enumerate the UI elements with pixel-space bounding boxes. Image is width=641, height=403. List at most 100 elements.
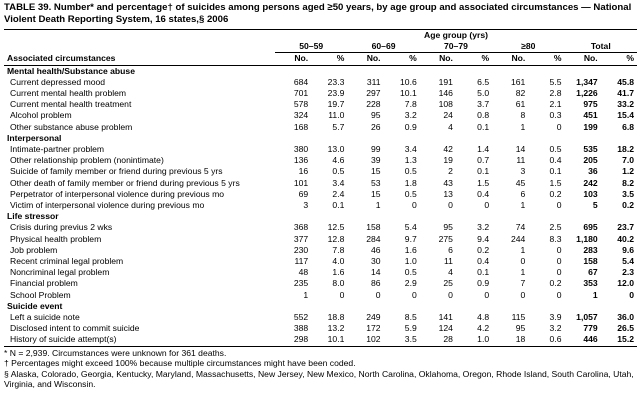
- cell: 8.5: [404, 312, 417, 323]
- cell: 6: [520, 188, 526, 199]
- footnote: § Alaska, Colorado, Georgia, Kentucky, M…: [4, 368, 634, 390]
- cell: 377: [293, 233, 309, 244]
- cell: 5.5: [549, 76, 562, 87]
- data-row: School Problem 1 0 0 0 0 0 0 0 1 0: [4, 290, 637, 301]
- cell: 1: [375, 200, 381, 211]
- group-label: Age group (yrs): [424, 30, 488, 40]
- cell: 235: [293, 278, 309, 289]
- cell: 284: [366, 233, 381, 244]
- cell: 0.9: [477, 278, 490, 289]
- cell: 4.0: [332, 256, 345, 267]
- cell: 11: [444, 256, 453, 267]
- cell: 18.2: [617, 144, 635, 155]
- cell: 244: [510, 233, 526, 244]
- cell: 23.3: [327, 76, 345, 87]
- col-header: %: [528, 52, 565, 66]
- cell: 535: [583, 144, 598, 155]
- cell: 4: [448, 267, 453, 278]
- cell: 18.8: [327, 312, 345, 323]
- cell: 4.2: [477, 323, 490, 334]
- row-label: Noncriminal legal problem: [10, 267, 110, 278]
- cell: 30: [371, 256, 381, 267]
- cell: 0: [556, 200, 562, 211]
- cell: 0.3: [549, 110, 562, 121]
- data-row: Noncriminal legal problem 48 1.6 14 0.5 4 0.1 1…: [4, 267, 637, 278]
- cell: 36.0: [617, 312, 635, 323]
- cell: 1: [520, 244, 526, 255]
- cell: 380: [293, 144, 309, 155]
- cell: 108: [438, 99, 453, 110]
- cell: 3.4: [332, 177, 345, 188]
- data-row: Physical health problem 377 12.8 284 9.7 275 9…: [4, 234, 637, 245]
- cell: 124: [438, 323, 453, 334]
- cell: 42: [443, 144, 453, 155]
- cell: 0.1: [549, 166, 562, 177]
- cell: 0.1: [477, 267, 490, 278]
- cell: 26.5: [617, 323, 635, 334]
- cell: 297: [366, 88, 381, 99]
- cell: 0: [484, 200, 490, 211]
- cell: 102: [366, 334, 381, 345]
- cell: 1.4: [477, 144, 490, 155]
- data-row: Other death of family member or friend d…: [4, 178, 637, 189]
- cell: 45.8: [617, 76, 635, 87]
- section-row: Suicide event: [4, 301, 637, 312]
- cell: 2.1: [549, 99, 562, 110]
- cell: 45: [515, 177, 526, 188]
- cell: 1: [592, 289, 598, 300]
- cell: 19: [443, 155, 453, 166]
- cell: 5.4: [404, 222, 417, 233]
- cell: 61: [515, 99, 526, 110]
- cell: 9.4: [477, 233, 490, 244]
- cell: 8.3: [549, 233, 562, 244]
- cell: 10.1: [327, 334, 345, 345]
- section-title: Interpersonal: [7, 132, 62, 143]
- cell: 552: [293, 312, 309, 323]
- row-label: School Problem: [10, 289, 71, 300]
- cell: 230: [293, 244, 309, 255]
- cell: 695: [583, 222, 598, 233]
- cell: 0.9: [404, 121, 417, 132]
- cell: 275: [438, 233, 453, 244]
- cell: 2.4: [332, 188, 345, 199]
- cell: 1,180: [576, 233, 598, 244]
- row-label: Intimate-partner problem: [10, 144, 105, 155]
- cell: 1.2: [622, 166, 635, 177]
- data-row: Victim of interpersonal violence during …: [4, 200, 637, 211]
- section-row: Life stressor: [4, 211, 637, 222]
- cell: 6: [448, 244, 453, 255]
- cell: 701: [293, 88, 309, 99]
- row-label: Alcohol problem: [10, 110, 72, 121]
- cell: 779: [583, 323, 598, 334]
- cell: 11: [516, 155, 526, 166]
- cell: 0.5: [404, 267, 417, 278]
- cell: 5.0: [477, 88, 490, 99]
- cell: 1: [520, 267, 526, 278]
- cell: 86: [371, 278, 381, 289]
- cell: 3.5: [404, 334, 417, 345]
- cell: 2.3: [622, 267, 635, 278]
- cell: 1.3: [404, 155, 417, 166]
- cell: 0: [629, 289, 635, 300]
- cell: 168: [293, 121, 309, 132]
- cell: 5.4: [622, 256, 635, 267]
- cell: 0.1: [477, 121, 490, 132]
- cell: 0: [520, 256, 526, 267]
- col-header: No.: [419, 52, 456, 66]
- cell: 2.8: [549, 88, 562, 99]
- cell: 28: [443, 334, 453, 345]
- cell: 0.5: [332, 166, 345, 177]
- row-label: Crisis during previus 2 wks: [10, 222, 113, 233]
- cell: 4.6: [332, 155, 345, 166]
- cell: 23.7: [617, 222, 635, 233]
- group-header: Total: [564, 41, 638, 54]
- data-row: Other relationship problem (nonintimate)…: [4, 155, 637, 166]
- row-label: Current mental health treatment: [10, 99, 132, 110]
- cell: 0.2: [477, 244, 490, 255]
- cell: 46: [371, 244, 381, 255]
- cell: 1: [520, 200, 526, 211]
- cell: 0.4: [477, 256, 490, 267]
- data-row: Intimate-partner problem 380 13.0 99 3.4 42 1.…: [4, 144, 637, 155]
- cell: 3.2: [477, 222, 490, 233]
